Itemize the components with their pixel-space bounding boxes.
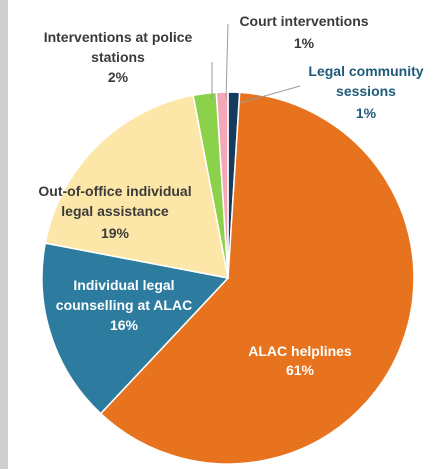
label-community-line1: Legal community bbox=[308, 63, 423, 79]
label-alac-helplines: ALAC helplines bbox=[248, 343, 352, 359]
pie-slices bbox=[41, 91, 415, 465]
pie-slice-individual-legal-counselling-at-alac bbox=[41, 242, 230, 415]
label-community-line2: sessions bbox=[336, 83, 396, 99]
label-counselling-line2: counselling at ALAC bbox=[56, 297, 192, 313]
community-leader-line bbox=[239, 85, 301, 104]
pie-slice-alac-helplines bbox=[99, 91, 415, 465]
label-out-of-office-line1: Out-of-office individual bbox=[38, 183, 191, 199]
value-court: 1% bbox=[294, 35, 315, 51]
value-alac-helplines: 61% bbox=[286, 362, 315, 378]
value-police: 2% bbox=[108, 69, 129, 85]
pie-slice-out-of-office-individual-legal-assistance bbox=[44, 94, 229, 279]
pie-slice-court-interventions bbox=[215, 91, 229, 279]
value-community: 1% bbox=[356, 105, 377, 121]
label-police-line1: Interventions at police bbox=[44, 29, 193, 45]
value-out-of-office: 19% bbox=[101, 225, 130, 241]
label-police-line2: stations bbox=[91, 49, 145, 65]
left-border bbox=[0, 0, 8, 469]
court-leader-line bbox=[225, 23, 229, 100]
label-out-of-office-line2: legal assistance bbox=[61, 203, 169, 219]
value-counselling: 16% bbox=[110, 317, 139, 333]
label-counselling-line1: Individual legal bbox=[73, 277, 174, 293]
label-court: Court interventions bbox=[239, 13, 368, 29]
